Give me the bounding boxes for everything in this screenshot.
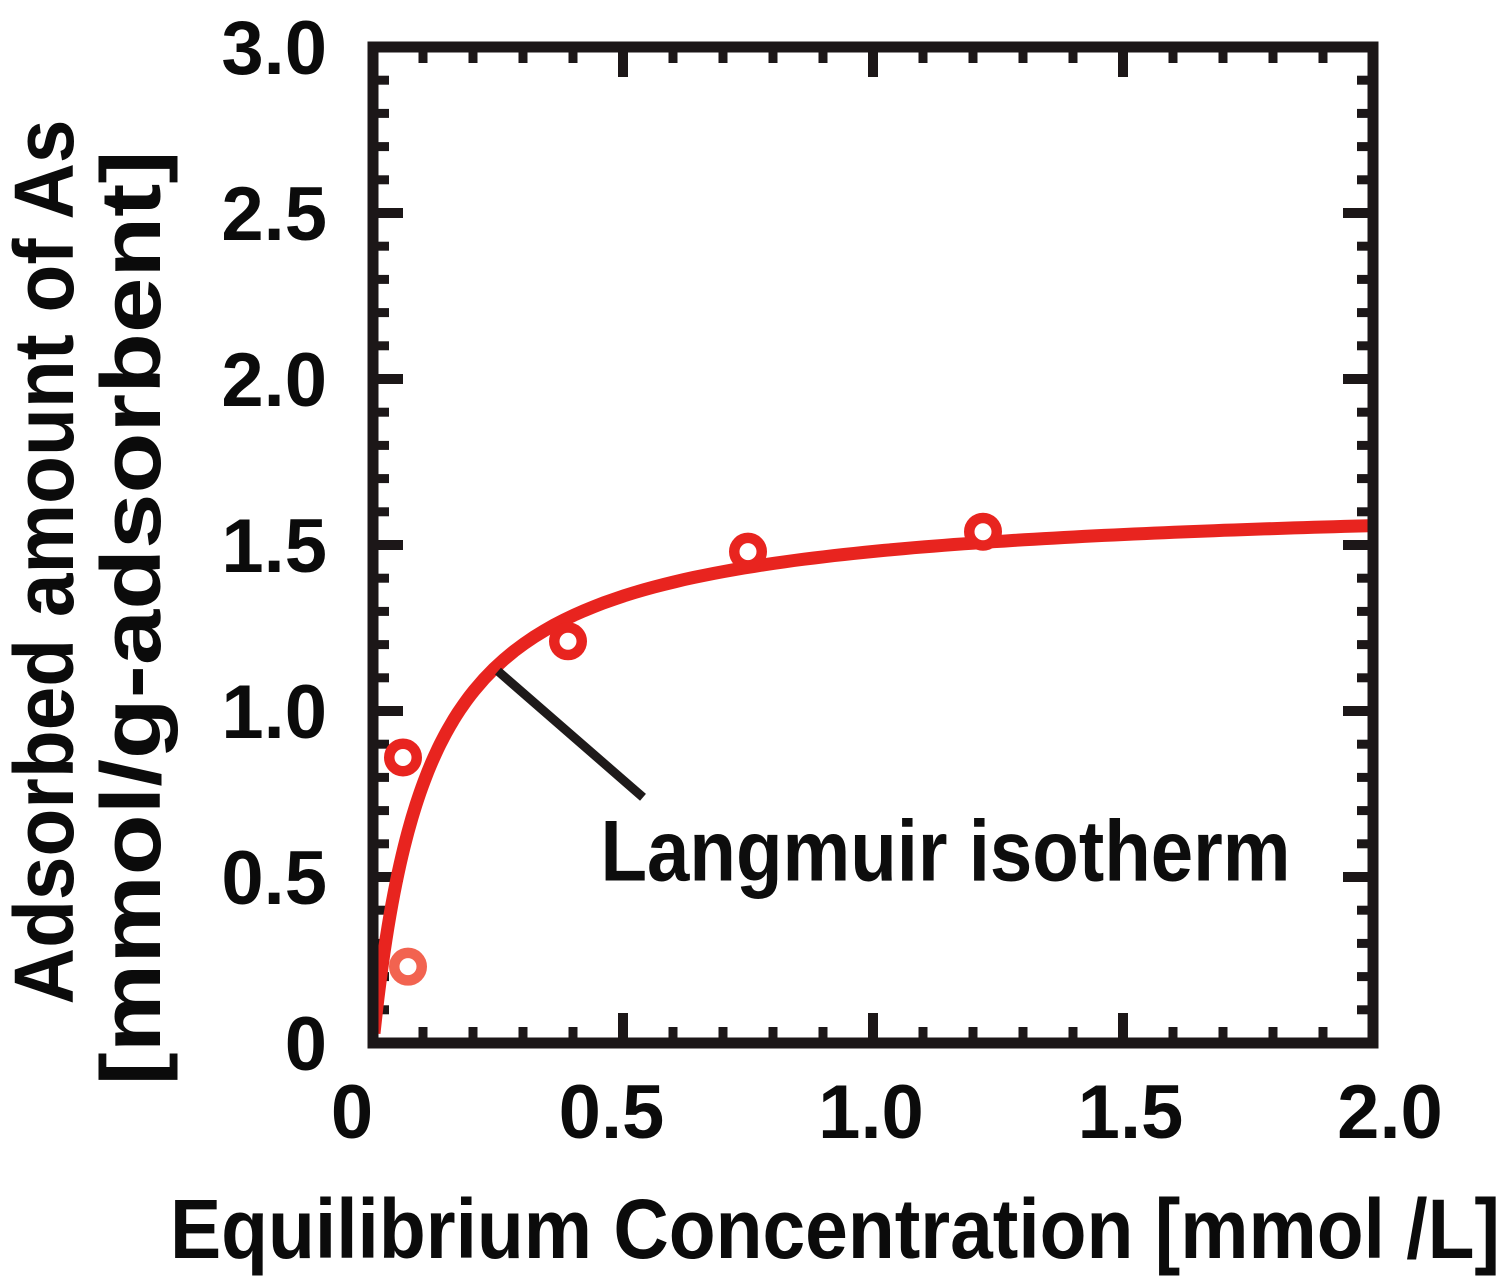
annotation-pointer-line — [495, 667, 646, 801]
tick-labels-layer: 0 0.5 1.0 1.5 2.0 0 0.5 1.0 1.5 2.0 2.5 3.0 — [221, 6, 1442, 1155]
y-tick-label: 2.5 — [221, 172, 327, 257]
y-tick-label: 3.0 — [221, 6, 327, 91]
y-tick-label: 0 — [285, 1002, 327, 1087]
data-point — [729, 532, 767, 571]
x-tick-label: 1.0 — [818, 1070, 924, 1155]
y-tick-label: 1.0 — [221, 670, 327, 755]
x-tick-label: 2.0 — [1337, 1070, 1443, 1155]
x-axis-title: Equilibrium Concentration [mmol /L] — [170, 1182, 1500, 1276]
data-point — [389, 947, 427, 986]
x-tick-label: 1.5 — [1078, 1070, 1184, 1155]
y-tick-label: 2.0 — [221, 338, 327, 423]
data-point — [964, 512, 1002, 551]
data-point — [549, 622, 587, 661]
data-points-layer — [384, 512, 1002, 986]
annotation-pointer-layer — [495, 667, 646, 801]
y-tick-label: 0.5 — [221, 836, 327, 921]
data-point — [384, 738, 422, 777]
y-axis-title-line1: Adsorbed amount of As — [0, 120, 91, 1005]
langmuir-curve — [367, 519, 1374, 1035]
x-tick-label: 0 — [331, 1070, 373, 1155]
y-tick-label: 1.5 — [221, 504, 327, 589]
plot-frame — [367, 41, 1379, 1049]
x-tick-label: 0.5 — [559, 1070, 665, 1155]
isotherm-curve-layer — [367, 519, 1374, 1035]
annotation-label: Langmuir isotherm — [601, 803, 1291, 899]
y-axis-title-line2: [mmol/g-adsorbent] — [84, 150, 178, 1085]
